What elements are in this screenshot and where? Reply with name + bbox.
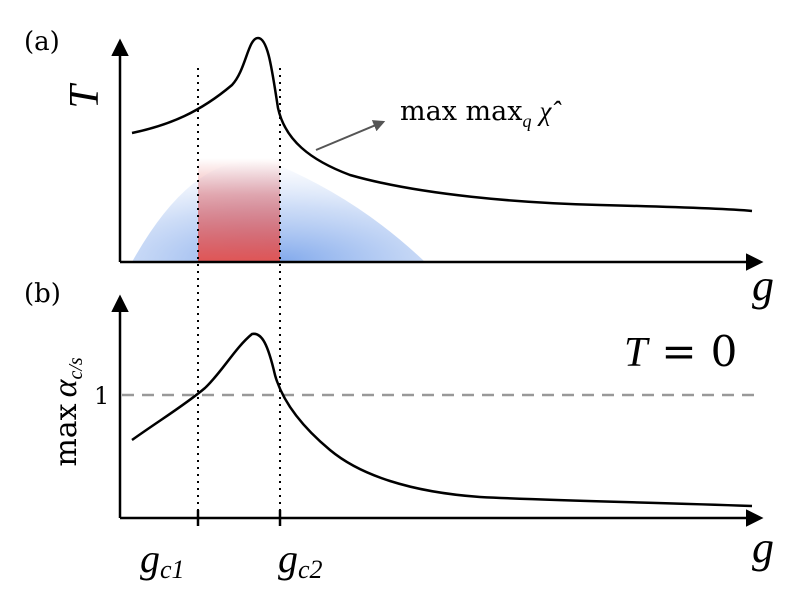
annotation-text: max maxq χ̂ <box>400 96 562 131</box>
condition-lhs: T <box>624 330 650 376</box>
annotation-arrow <box>315 120 386 151</box>
panel-a-x-label: g <box>752 261 774 310</box>
panel-b-x-label: g <box>752 523 774 572</box>
condition-label: T = 0 <box>624 327 737 376</box>
panel-a-label: (a) <box>24 27 60 57</box>
tick-gc2-label: gc2 <box>278 536 323 584</box>
tick-gc2-main: g <box>278 536 298 581</box>
condition-rhs: 0 <box>711 327 738 376</box>
panel-b-label: (b) <box>24 279 61 309</box>
annotation-subscript: q <box>522 111 531 131</box>
panel-a-y-label: T <box>62 83 108 109</box>
annotation-prefix: max max <box>400 96 522 127</box>
annotation-symbol: χ̂ <box>536 96 562 126</box>
reference-tick-label: 1 <box>94 382 109 410</box>
tick-gc1-main: g <box>140 536 160 581</box>
panel-b-y-label-subscript: c/s <box>65 357 87 379</box>
tick-gc1-sub: c1 <box>160 555 185 584</box>
condition-op: = <box>661 327 696 376</box>
panel-b: (b) maxαc/s 1 T = 0 g gc1 gc2 <box>24 279 774 584</box>
panel-b-y-label-symbol: α <box>47 378 84 397</box>
panel-a-curve <box>131 36 753 213</box>
panel-a: (a) T g max maxq χ̂ <box>24 27 774 310</box>
panel-b-y-label: max αc/s <box>47 357 87 467</box>
panel-b-y-label-prefix: max <box>49 403 84 466</box>
red-region <box>198 158 280 262</box>
tick-gc2-sub: c2 <box>298 555 323 584</box>
panel-b-curve <box>131 332 753 508</box>
tick-gc1-label: gc1 <box>140 536 185 584</box>
